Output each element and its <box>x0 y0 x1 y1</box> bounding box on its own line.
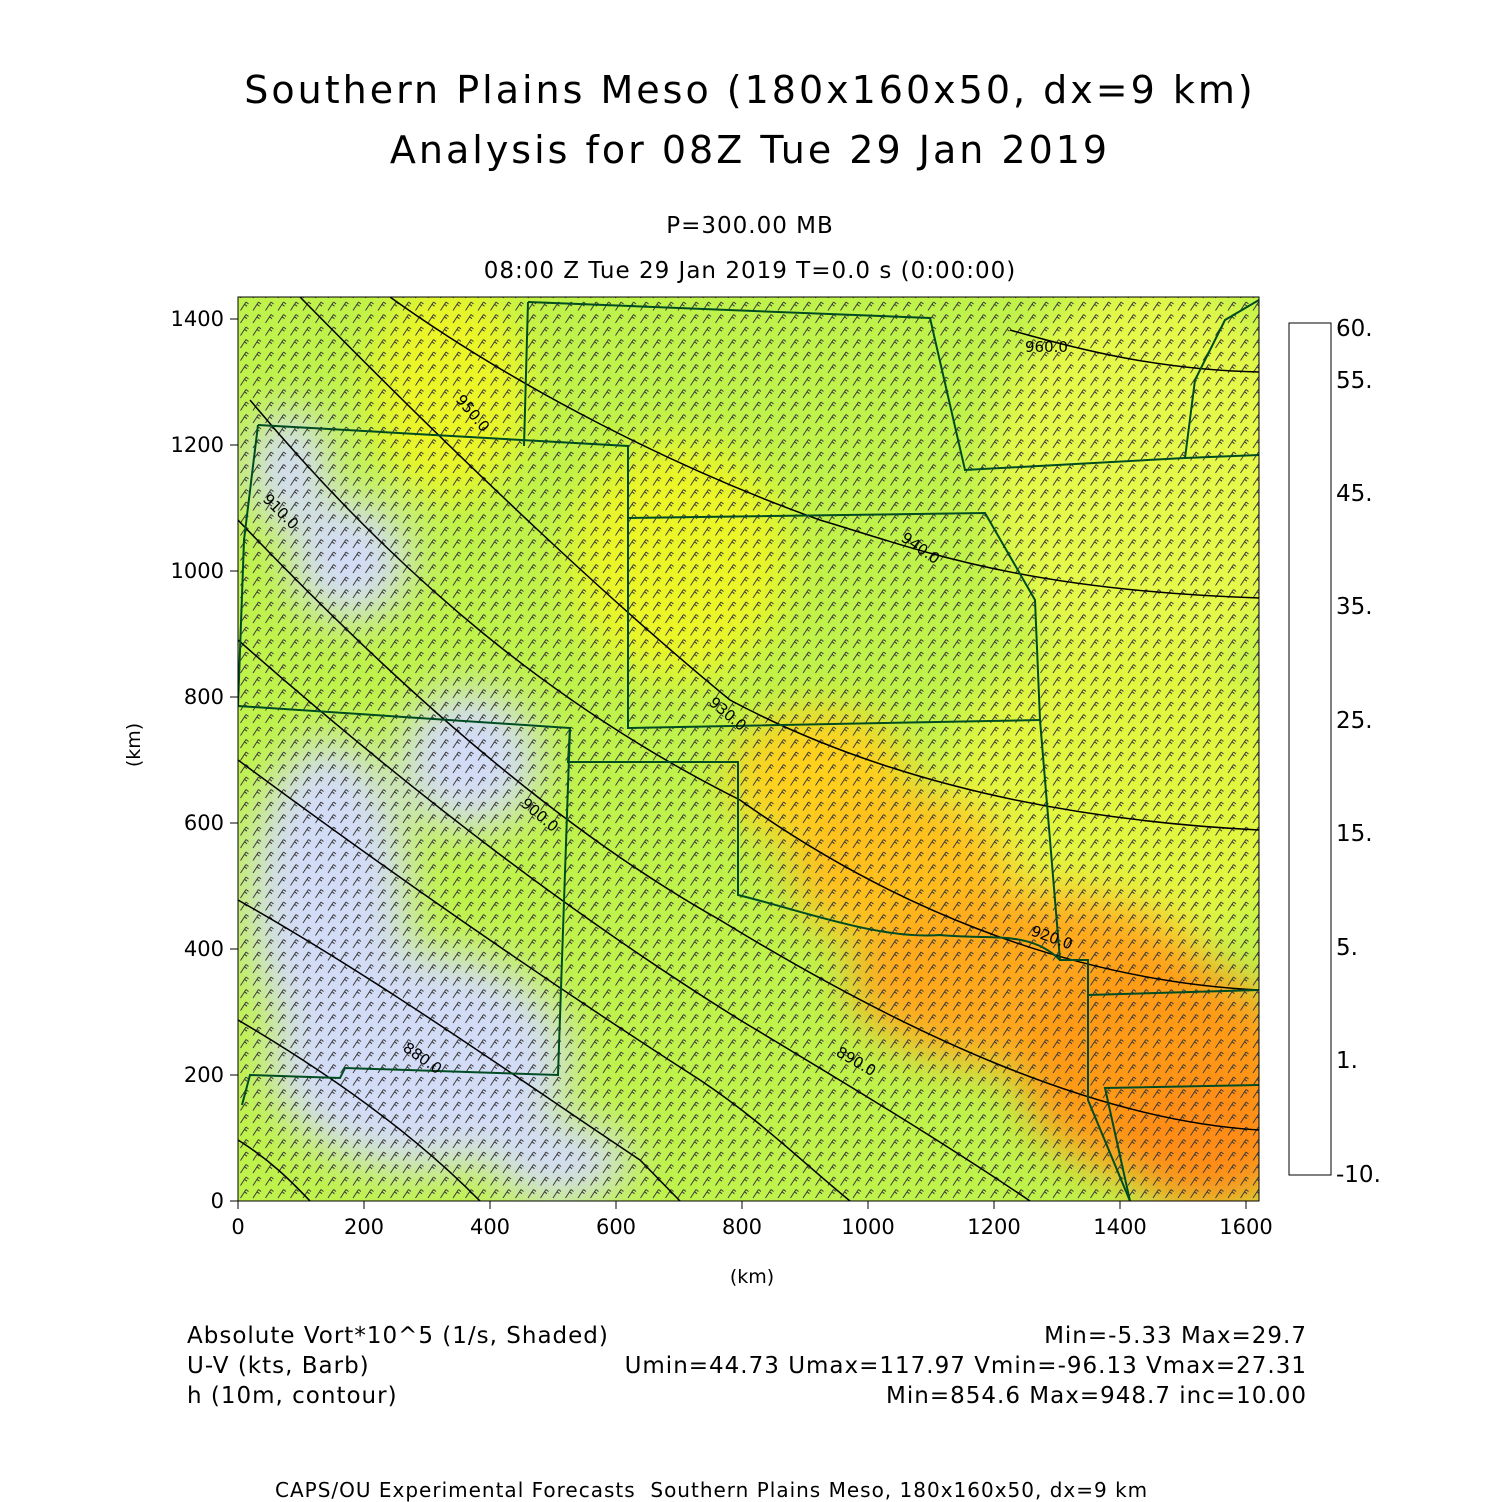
border-line <box>527 301 1259 472</box>
height-contours <box>238 297 1259 1201</box>
x-tick-label: 0 <box>231 1215 244 1239</box>
contour-line <box>299 297 1259 831</box>
vorticity-shading <box>238 297 1259 1201</box>
border-line <box>1087 989 1259 996</box>
x-tick-label: 600 <box>596 1215 636 1239</box>
colorbar-label: 60. <box>1336 316 1373 342</box>
x-tick-label: 1600 <box>1219 1215 1272 1239</box>
y-tick-label: 1000 <box>171 559 224 583</box>
contour-line <box>1009 329 1259 373</box>
plot-frame <box>237 296 1260 1202</box>
x-tick-label: 800 <box>722 1215 762 1239</box>
x-tick-label: 1200 <box>967 1215 1020 1239</box>
x-tick-label: 1000 <box>841 1215 894 1239</box>
state-borders <box>238 299 1259 1201</box>
legend-field3-stats: Min=854.6 Max=948.7 inc=10.00 <box>886 1383 1307 1409</box>
x-tick-label: 1400 <box>1093 1215 1146 1239</box>
pressure-level: P=300.00 MB <box>666 213 834 239</box>
colorbar-label: -10. <box>1336 1162 1381 1188</box>
border-line <box>241 727 571 1106</box>
contour-line <box>238 759 851 1201</box>
colorbar-label: 55. <box>1336 368 1373 394</box>
x-axis-label: (km) <box>730 1266 774 1288</box>
colorbar-label: 1. <box>1336 1048 1358 1074</box>
colorbar: 60. 55. 45. 35. 25. 15. 5. 1. -10. <box>1288 316 1381 1188</box>
legend-field2-stats: Umin=44.73 Umax=117.97 Vmin=-96.13 Vmax=… <box>624 1353 1307 1379</box>
border-line <box>627 511 1131 1201</box>
contour-line <box>238 639 1031 1201</box>
contour-line <box>249 399 1259 991</box>
contour-line <box>238 1139 311 1201</box>
valid-time: 08:00 Z Tue 29 Jan 2019 T=0.0 s (0:00:00… <box>483 258 1017 284</box>
x-tick-label: 200 <box>344 1215 384 1239</box>
legend-field1-name: Absolute Vort*10^5 (1/s, Shaded) <box>187 1323 609 1349</box>
border-line <box>1184 299 1259 459</box>
contour-label: 960.0 <box>1025 338 1068 356</box>
x-tick-label: 400 <box>470 1215 510 1239</box>
colorbar-label: 35. <box>1336 594 1373 620</box>
contour-line <box>238 1019 481 1201</box>
footer-credit: CAPS/OU Experimental Forecasts Southern … <box>275 1478 1149 1502</box>
contour-line <box>389 297 1259 599</box>
border-line <box>523 301 529 447</box>
legend-field1-stats: Min=-5.33 Max=29.7 <box>1044 1323 1307 1349</box>
y-tick-labels: 0 200 400 600 800 1000 1200 1400 <box>171 307 224 1213</box>
border-line <box>238 424 259 707</box>
y-tick-label: 0 <box>211 1189 224 1213</box>
y-tick-label: 200 <box>184 1063 224 1087</box>
y-axis-label: (km) <box>123 723 145 767</box>
colorbar-label: 15. <box>1336 821 1373 847</box>
legend-field3-name: h (10m, contour) <box>187 1383 398 1409</box>
border-line <box>1103 1084 1259 1201</box>
colorbar-label: 5. <box>1336 935 1358 961</box>
y-tick-label: 400 <box>184 937 224 961</box>
map-figure: 960.0 950.0 940.0 930.0 920.0 910.0 900.… <box>123 296 1381 1288</box>
y-tick-label: 1200 <box>171 433 224 457</box>
y-axis <box>230 318 238 1202</box>
y-tick-label: 800 <box>184 685 224 709</box>
title-line-1: Southern Plains Meso (180x160x50, dx=9 k… <box>244 68 1256 112</box>
border-line <box>238 705 1061 961</box>
colorbar-label: 25. <box>1336 708 1373 734</box>
x-tick-labels: 0 200 400 600 800 1000 1200 1400 1600 <box>231 1215 1272 1239</box>
border-line <box>257 424 1041 730</box>
y-tick-label: 600 <box>184 811 224 835</box>
y-tick-label: 1400 <box>171 307 224 331</box>
legend-field2-name: U-V (kts, Barb) <box>187 1353 370 1379</box>
title-line-2: Analysis for 08Z Tue 29 Jan 2019 <box>389 128 1111 172</box>
x-axis <box>237 1201 1247 1209</box>
colorbar-labels: 60. 55. 45. 35. 25. 15. 5. 1. -10. <box>1336 316 1381 1188</box>
colorbar-label: 45. <box>1336 481 1373 507</box>
contour-line <box>238 899 681 1201</box>
